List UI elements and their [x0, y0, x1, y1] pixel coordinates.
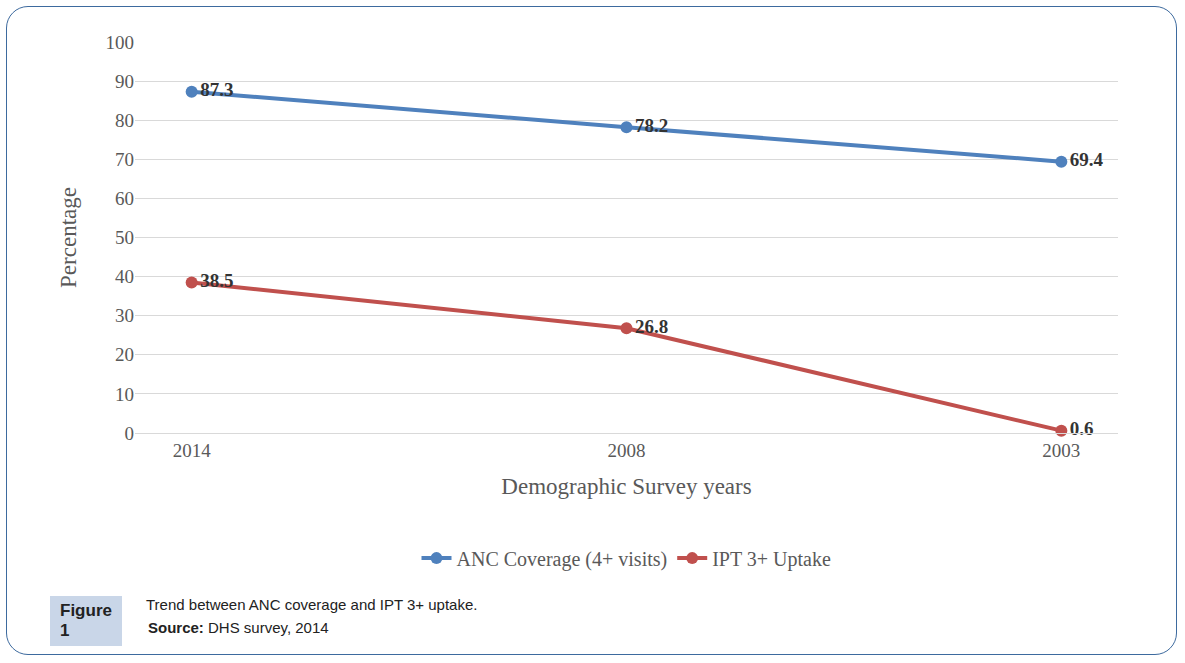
svg-text:2008: 2008	[608, 440, 646, 461]
svg-text:80: 80	[115, 110, 134, 131]
svg-text:20: 20	[115, 344, 134, 365]
svg-text:ANC Coverage (4+ visits): ANC Coverage (4+ visits)	[457, 548, 668, 571]
svg-text:30: 30	[115, 305, 134, 326]
svg-text:78.2: 78.2	[635, 115, 668, 136]
svg-text:60: 60	[115, 188, 134, 209]
svg-text:69.4: 69.4	[1070, 149, 1104, 170]
svg-text:0.6: 0.6	[1070, 418, 1094, 439]
html-text:Figure 1: Figure 1	[60, 601, 112, 640]
html-text:Source: DHS survey, 2014: Source: DHS survey, 2014	[148, 619, 329, 636]
svg-text:Demographic Survey years: Demographic Survey years	[501, 474, 751, 499]
svg-text:87.3: 87.3	[200, 79, 233, 100]
svg-text:2003: 2003	[1042, 440, 1080, 461]
svg-text:Percentage: Percentage	[56, 187, 81, 288]
svg-text:70: 70	[115, 149, 134, 170]
svg-text:2014: 2014	[173, 440, 212, 461]
html-text:Trend between ANC coverage and: Trend between ANC coverage and IPT 3+ up…	[146, 596, 478, 613]
svg-text:90: 90	[115, 71, 134, 92]
svg-text:0: 0	[125, 423, 135, 444]
svg-text:50: 50	[115, 227, 134, 248]
svg-text:IPT 3+ Uptake: IPT 3+ Uptake	[712, 548, 831, 571]
svg-text:38.5: 38.5	[200, 270, 233, 291]
svg-text:26.8: 26.8	[635, 316, 668, 337]
svg-text:40: 40	[115, 266, 134, 287]
svg-text:10: 10	[115, 384, 134, 405]
svg-text:100: 100	[106, 32, 135, 53]
